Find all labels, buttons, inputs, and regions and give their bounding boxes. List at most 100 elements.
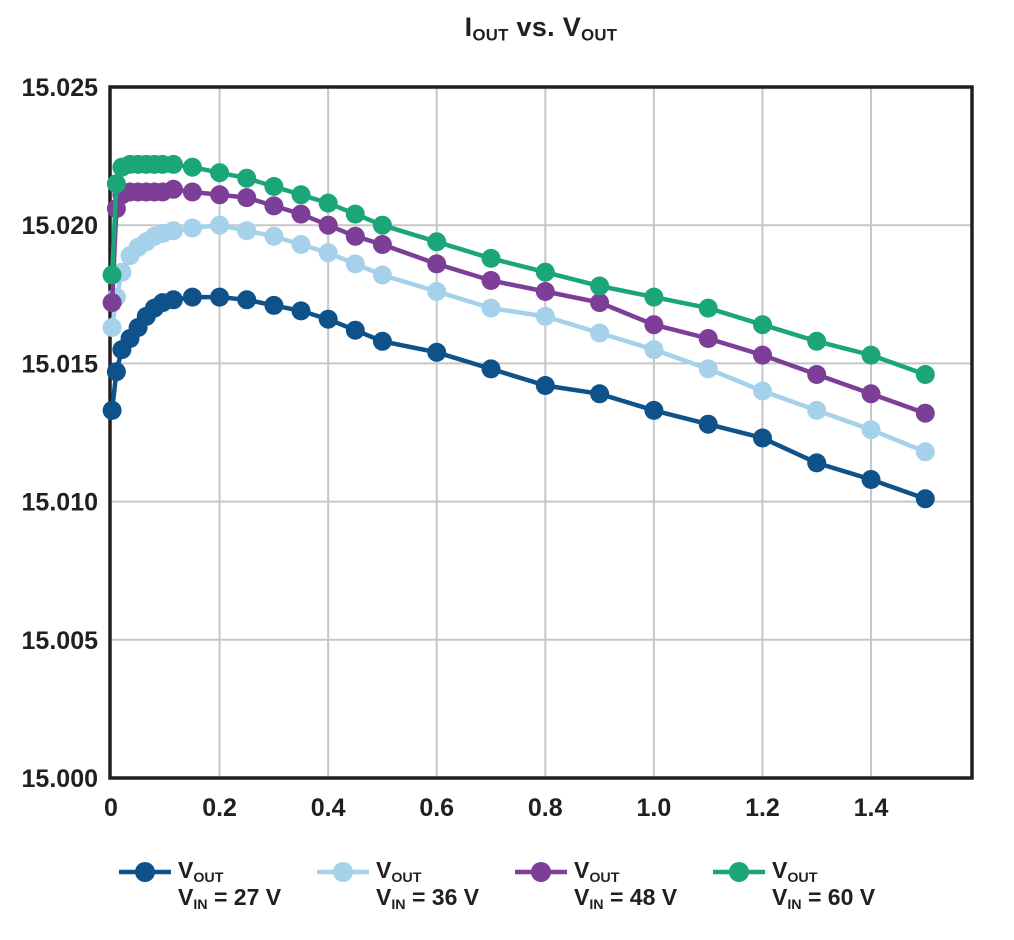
legend-vin-text: V [178,883,194,910]
data-point [427,232,447,252]
data-point [481,248,501,268]
legend-vin-value: = 48 V [603,883,678,910]
legend-item-vin-27: VOUT VIN = 27 V [119,857,301,913]
data-point [861,345,881,365]
y-tick-label: 15.000 [22,765,98,793]
legend-marker-icon [119,862,171,882]
legend-label: VOUT VIN = 27 V [178,857,281,913]
data-point [481,298,501,318]
data-point [264,226,284,246]
data-point [264,295,284,315]
data-point [345,320,365,340]
data-point [427,282,447,301]
legend-vin-value: = 60 V [801,883,876,910]
legend-vout-sub: OUT [391,869,422,886]
data-point [163,290,183,310]
y-tick-label: 15.005 [22,627,99,655]
data-point [291,185,311,205]
data-point [372,331,392,351]
data-point [861,384,881,404]
legend-label: VOUT VIN = 48 V [574,857,678,912]
legend: VOUT VIN = 27 V VOUT VIN = 36 V VOUT VIN… [0,857,1014,913]
legend-item-vin-48: VOUT VIN = 48 V [515,857,697,912]
data-point [807,400,827,420]
data-point [163,154,183,174]
y-tick-label: 15.025 [22,74,99,102]
data-point [291,235,311,254]
x-tick-label: 0.6 [419,794,454,822]
legend-vin-text: V [376,883,392,910]
y-tick-label: 15.015 [22,350,99,378]
data-point [264,177,284,196]
legend-marker-icon [713,862,765,882]
data-point [182,287,202,307]
plot-border [108,85,974,780]
data-point [753,345,772,365]
data-point [372,235,392,254]
y-tick-label: 15.020 [22,212,98,240]
data-point [753,381,772,401]
legend-vin-sub: IN [391,896,406,913]
data-point [182,157,202,177]
legend-marker-icon [515,862,567,882]
legend-label: VOUT VIN = 60 V [772,857,876,913]
data-point [210,287,230,307]
data-point [753,315,772,335]
data-point [182,218,202,238]
title-part2: V [562,12,582,42]
x-tick-label: 0 [104,794,118,822]
data-point [535,262,555,282]
data-point [345,204,365,224]
data-point [590,276,610,296]
y-tick-label: 15.010 [22,489,98,517]
data-point [698,329,718,348]
legend-marker-icon [317,862,369,882]
title-part2-sub: OUT [581,25,618,45]
data-point [318,243,338,263]
data-point [372,265,392,285]
data-point [698,414,718,434]
legend-vout-text: V [178,857,194,883]
legend-vin-sub: IN [787,896,802,913]
data-point [237,168,257,188]
data-point [264,196,284,216]
legend-item-vin-36: VOUT VIN = 36 V [317,857,499,913]
data-point [915,403,935,423]
legend-vout-sub: OUT [193,869,224,886]
data-point [590,323,610,343]
title-part1-sub: OUT [472,25,509,45]
data-point [698,359,718,379]
chart-title: IOUT vs. VOUT [110,12,972,45]
legend-vout-sub: OUT [589,869,620,886]
data-point [237,290,257,310]
data-point [210,215,230,235]
data-point [163,221,183,241]
data-point [807,331,827,351]
x-tick-label: 0.4 [311,794,346,822]
data-point [698,298,718,318]
data-point [535,376,555,395]
plot-area: 15.000 15.005 15.010 15.015 15.020 15.025 0 0.2… [22,74,974,822]
data-point [318,215,338,235]
x-tick-label: 1.0 [636,794,671,822]
data-point [345,254,365,274]
data-point [481,271,501,290]
legend-vin-value: = 36 V [405,883,480,910]
x-tick-label: 1.2 [745,794,780,822]
legend-vout-text: V [772,857,788,883]
x-tick-label: 0.8 [528,794,563,822]
data-point [644,400,664,420]
data-point [237,221,257,241]
data-point [861,420,881,440]
legend-vin-text: V [574,883,590,910]
legend-vout-text: V [376,857,392,883]
x-tick-label: 1.4 [854,794,889,822]
legend-vin-text: V [772,883,788,910]
data-point [210,163,230,183]
data-point [291,301,311,321]
legend-vin-sub: IN [193,896,208,913]
x-tick-label: 0.2 [202,794,237,822]
legend-label: VOUT VIN = 36 V [376,857,480,913]
data-point [106,362,126,382]
